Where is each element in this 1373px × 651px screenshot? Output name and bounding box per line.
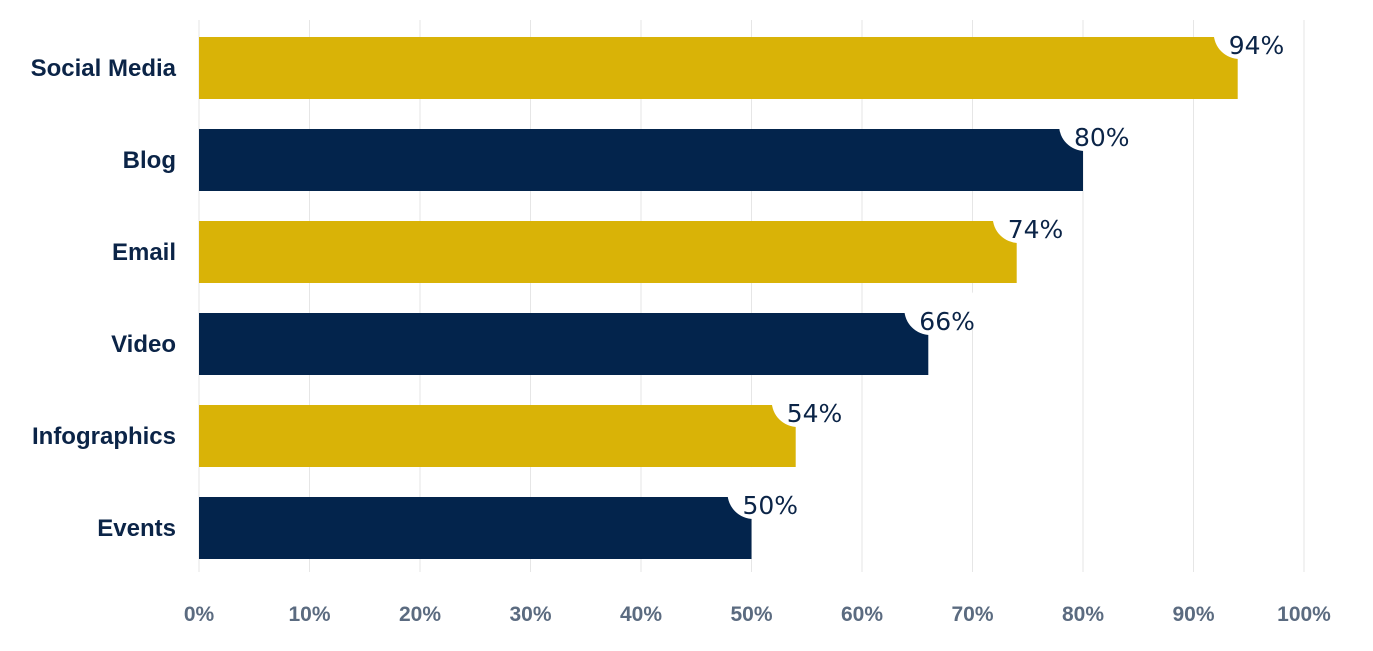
bar — [199, 37, 1238, 99]
category-labels: Social Media Blog Email Video Infographics Ev… — [31, 55, 177, 542]
data-label: 74% — [1008, 215, 1064, 244]
data-label: 94% — [1229, 31, 1285, 60]
data-label-notch — [992, 191, 1067, 243]
x-tick-label: 10% — [288, 603, 330, 626]
data-label-notch — [1213, 7, 1288, 59]
x-tick-label: 70% — [951, 603, 993, 626]
x-tick-label: 60% — [841, 603, 883, 626]
x-tick-label: 90% — [1172, 603, 1214, 626]
x-tick-label: 50% — [730, 603, 772, 626]
x-tick-label: 80% — [1062, 603, 1104, 626]
category-label: Infographics — [32, 423, 176, 450]
bars — [199, 37, 1238, 559]
category-label: Social Media — [31, 55, 177, 82]
category-label: Video — [111, 331, 176, 358]
category-label: Blog — [123, 147, 176, 174]
data-label: 66% — [919, 307, 975, 336]
data-label: 54% — [787, 399, 843, 428]
category-label: Events — [97, 515, 176, 542]
x-tick-label: 20% — [399, 603, 441, 626]
data-label-notch — [904, 283, 979, 335]
x-axis-ticks: 0% 10% 20% 30% 40% 50% 60% 70% 80% 90% 100% — [184, 603, 1331, 626]
data-label-notch — [727, 467, 802, 519]
data-label: 50% — [743, 491, 799, 520]
bar — [199, 313, 929, 375]
bar — [199, 221, 1017, 283]
data-label-notch — [1059, 99, 1133, 151]
data-labels: 94% 80% 74% 66% 54% 50% — [727, 7, 1288, 520]
x-tick-label: 40% — [620, 603, 662, 626]
data-label-notch — [771, 375, 846, 427]
x-tick-label: 0% — [184, 603, 215, 626]
x-tick-label: 100% — [1277, 603, 1331, 626]
bar — [199, 129, 1083, 191]
x-tick-label: 30% — [509, 603, 551, 626]
bar — [199, 497, 752, 559]
bar — [199, 405, 796, 467]
data-label: 80% — [1074, 123, 1130, 152]
gridlines — [198, 20, 1305, 572]
category-label: Email — [112, 239, 176, 266]
